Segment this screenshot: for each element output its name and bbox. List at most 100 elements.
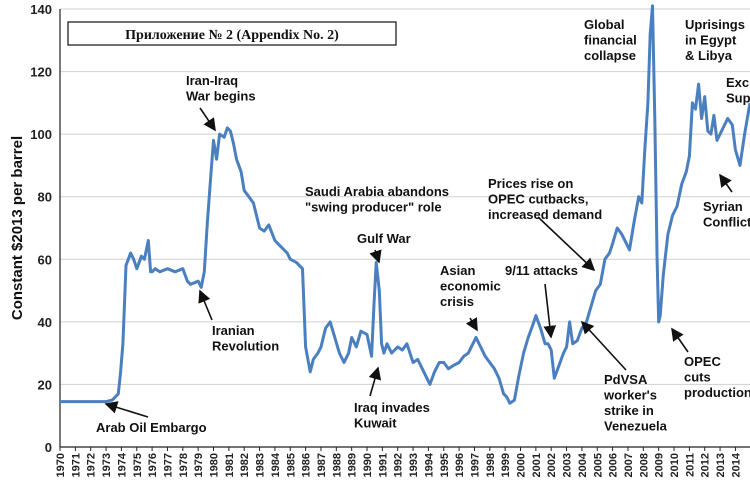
x-tick-label: 1987	[316, 453, 328, 477]
annotation-line: Syrian	[703, 199, 743, 214]
x-tick-label: 1985	[285, 453, 297, 477]
x-tick-label: 1992	[393, 453, 405, 477]
annotation-label: Iraq invades Kuwait	[354, 400, 430, 431]
x-tick-label: 1986	[301, 453, 313, 477]
x-tick-label: 1996	[454, 453, 466, 477]
axes	[59, 9, 750, 451]
annotation-line: Exc	[726, 75, 749, 90]
y-tick-label: 100	[30, 127, 52, 142]
annotations: Arab Oil Embargo Iran-Iraq War begins Irani…	[96, 17, 750, 435]
x-tick-label: 2014	[730, 452, 742, 477]
annotation-line: production	[684, 385, 750, 400]
annotation-label: PdVSA worker's strike in Venezuela	[603, 372, 668, 434]
x-tick-label: 1981	[224, 453, 236, 477]
x-tick-label: 1979	[193, 453, 205, 477]
x-tick-label: 1983	[255, 453, 267, 477]
x-tick-label: 1975	[132, 453, 144, 477]
x-tick-label: 2010	[669, 453, 681, 477]
series-line	[60, 4, 750, 405]
annotation-line: "swing producer" role	[305, 200, 442, 215]
annotation-line: Arab Oil Embargo	[96, 420, 207, 435]
x-tick-label: 1988	[331, 453, 343, 477]
annotation-line: Sup	[726, 91, 750, 106]
annotation-line: economic	[440, 279, 501, 294]
annotation-line: Venezuela	[604, 419, 668, 434]
y-tick-label: 40	[38, 315, 52, 330]
x-tick-label: 2012	[700, 453, 712, 477]
x-tick-label: 2000	[516, 453, 528, 477]
x-tick-label: 2004	[577, 452, 589, 477]
annotation-line: Kuwait	[354, 416, 397, 431]
x-tick-label: 2003	[562, 453, 574, 477]
x-tick-label: 1998	[485, 453, 497, 477]
x-tick-label: 1995	[439, 453, 451, 477]
annotation-line: Uprisings	[685, 17, 745, 32]
y-tick-labels: 0 20 40 60 80 100 120 140	[30, 2, 52, 455]
annotation-label: Iranian Revolution	[212, 323, 279, 354]
x-tick-label: 1971	[70, 453, 82, 477]
annotation-line: OPEC cutbacks,	[488, 192, 588, 207]
annotation-label: Exc Sup	[726, 75, 750, 106]
annotation-line: Iran-Iraq	[186, 73, 238, 88]
annotation-label: Asian economic crisis	[440, 263, 501, 309]
annotation-arrow	[104, 401, 149, 418]
x-tick-label: 2011	[684, 453, 696, 477]
y-axis-label: Constant $2013 per barrel	[9, 136, 26, 320]
annotation-line: Saudi Arabia abandons	[305, 184, 449, 199]
x-tick-label: 2006	[608, 453, 620, 477]
x-tick-label: 2008	[638, 453, 650, 477]
appendix-title: Приложение № 2 (Appendix No. 2)	[125, 28, 339, 43]
x-tick-label: 1974	[116, 452, 128, 477]
annotation-line: Conflict	[703, 215, 750, 230]
annotation-label: Iran-Iraq War begins	[186, 73, 256, 104]
annotation-line: Iranian	[212, 323, 255, 338]
annotation-line: & Libya	[685, 48, 733, 63]
annotation-line: worker's	[603, 388, 657, 403]
x-tick-label: 1997	[469, 453, 481, 477]
annotation-arrow	[465, 317, 478, 332]
annotation-arrows	[104, 107, 733, 418]
x-tick-labels: 1970 1971 1972 1973 1974 1975 1976 1977 1978 1979…	[55, 452, 742, 477]
annotation-line: PdVSA	[604, 372, 648, 387]
annotation-label: OPEC cuts production	[684, 354, 750, 400]
annotation-line: financial	[584, 33, 637, 48]
x-tick-label: 2002	[546, 453, 558, 477]
annotation-arrow	[369, 249, 382, 264]
annotation-arrow	[199, 107, 216, 132]
x-tick-label: 1970	[55, 453, 67, 477]
y-tick-label: 120	[30, 65, 52, 80]
annotation-label: Prices rise on OPEC cutbacks, increased de…	[488, 176, 602, 222]
x-tick-label: 1976	[147, 453, 159, 477]
annotation-line: cuts	[684, 370, 711, 385]
annotation-line: Revolution	[212, 339, 279, 354]
y-tick-label: 140	[30, 2, 52, 17]
appendix-title-box: Приложение № 2 (Appendix No. 2)	[67, 21, 397, 46]
annotation-line: Asian	[440, 263, 475, 278]
annotation-arrow	[580, 320, 627, 371]
annotation-line: in Egypt	[685, 33, 737, 48]
x-tick-label: 1999	[500, 453, 512, 477]
x-tick-label: 2005	[592, 453, 604, 477]
annotation-line: Gulf War	[357, 231, 411, 246]
x-tick-label: 1984	[270, 452, 282, 477]
x-tick-label: 1982	[239, 453, 251, 477]
annotation-line: Prices rise on	[488, 176, 573, 191]
annotation-line: 9/11 attacks	[505, 263, 578, 278]
x-tick-label: 1972	[86, 453, 98, 477]
y-tick-label: 60	[38, 252, 52, 267]
x-tick-label: 1977	[162, 453, 174, 477]
x-tick-label: 2013	[715, 453, 727, 477]
annotation-arrow	[719, 173, 733, 193]
annotation-label: Uprisings in Egypt & Libya	[685, 17, 745, 63]
annotation-label: Saudi Arabia abandons "swing producer" ro…	[305, 184, 449, 215]
annotation-arrow	[537, 216, 596, 272]
annotation-arrow	[671, 327, 689, 353]
annotation-arrow	[543, 283, 557, 339]
annotation-line: War begins	[186, 89, 256, 104]
annotation-line: strike in	[604, 403, 654, 418]
annotation-line: crisis	[440, 294, 474, 309]
y-tick-label: 20	[38, 377, 52, 392]
annotation-label: Arab Oil Embargo	[96, 420, 207, 435]
x-tick-label: 1993	[408, 453, 420, 477]
